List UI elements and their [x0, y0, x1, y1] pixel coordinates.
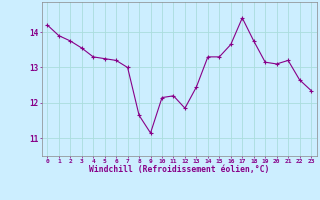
- X-axis label: Windchill (Refroidissement éolien,°C): Windchill (Refroidissement éolien,°C): [89, 165, 269, 174]
